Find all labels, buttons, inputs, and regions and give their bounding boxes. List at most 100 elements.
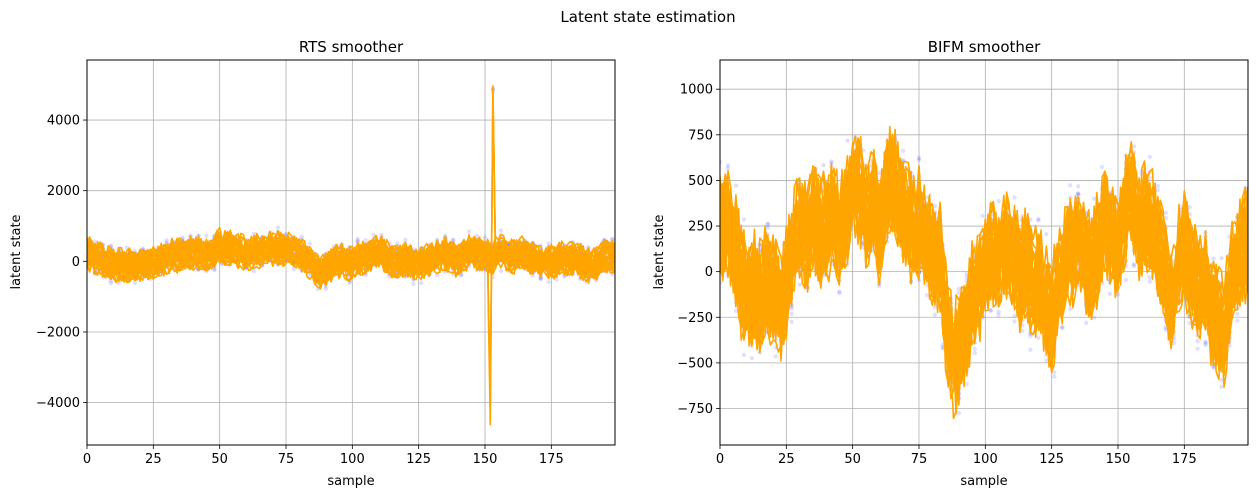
bifm-observation-point (1155, 183, 1160, 189)
rts-x-tick-label: 75 (278, 452, 295, 467)
bifm-observation-point (1131, 144, 1137, 149)
bifm-observation-point (1203, 340, 1208, 346)
bifm-observation-point (733, 183, 739, 188)
bifm-observation-point (1147, 279, 1153, 284)
bifm-observation-point (972, 243, 977, 248)
bifm-observation-point (1052, 370, 1057, 375)
bifm-observation-point (1020, 328, 1025, 334)
rts-observation-point (498, 228, 504, 233)
rts-observation-point (562, 274, 567, 279)
bifm-observation-point (1155, 188, 1160, 193)
bifm-observation-point (988, 308, 993, 313)
bifm-observation-point (749, 356, 755, 361)
bifm-y-tick-label: 1000 (680, 83, 713, 98)
bifm-observation-point (829, 159, 834, 164)
rts-observation-point (379, 232, 384, 238)
bifm-observation-point (1219, 384, 1224, 390)
rts-observation-point (212, 267, 217, 273)
rts-observation-point (610, 237, 615, 242)
rts-y-tick-label: 2000 (47, 184, 80, 199)
rts-plot-frame (86, 59, 616, 446)
bifm-observation-point (964, 381, 969, 387)
bifm-observation-point (1235, 318, 1240, 323)
bifm-observation-point (1020, 214, 1025, 219)
rts-observation-point (283, 231, 289, 237)
rts-observation-point (251, 269, 257, 274)
bifm-observation-point (1044, 358, 1049, 363)
bifm-observation-point (932, 203, 938, 209)
figure-suptitle: Latent state estimation (560, 8, 735, 26)
bifm-observation-point (1036, 216, 1041, 222)
rts-observation-point (546, 279, 551, 285)
bifm-observation-point (956, 290, 961, 296)
bifm-observation-point (956, 286, 961, 292)
bifm-observation-point (1107, 291, 1113, 297)
rts-observation-point (395, 241, 400, 246)
rts-observation-point (610, 236, 615, 242)
bifm-observation-point (837, 289, 842, 294)
rts-estimate-line (87, 245, 615, 283)
rts-observation-point (275, 225, 281, 230)
rts-observation-point (299, 234, 305, 239)
bifm-observation-point (789, 306, 794, 311)
rts-observation-point (108, 278, 114, 283)
bifm-observation-point (720, 280, 723, 285)
bifm-x-tick-label: 25 (778, 452, 795, 467)
rts-observation-point (355, 236, 360, 242)
bifm-y-tick-label: 250 (688, 220, 713, 235)
bifm-observation-point (837, 290, 842, 296)
rts-x-tick-label: 175 (539, 452, 564, 467)
rts-observation-point (323, 286, 328, 292)
rts-ticks: 0 25 50 75 100 125 150 175 −4000 −2000 0 2000 4000 (36, 114, 564, 467)
bifm-observation-point (1075, 191, 1081, 196)
rts-x-tick-label: 100 (340, 452, 365, 467)
rts-data-layer (87, 84, 615, 426)
bifm-x-tick-label: 50 (844, 452, 861, 467)
bifm-observation-point (1211, 256, 1216, 261)
rts-y-tick-label: 0 (72, 255, 80, 270)
rts-observation-point (411, 281, 416, 286)
rts-observation-point (530, 273, 535, 278)
bifm-observation-point (1012, 319, 1017, 324)
bifm-observation-point (1012, 313, 1017, 319)
bifm-observation-point (996, 309, 1001, 314)
bifm-observation-point (1123, 277, 1129, 283)
bifm-x-tick-label: 175 (1172, 452, 1197, 467)
bifm-observation-point (996, 198, 1001, 204)
bifm-observation-point (845, 138, 850, 143)
bifm-observation-point (1060, 325, 1065, 330)
rts-observation-point (450, 238, 456, 243)
bifm-observation-point (1068, 183, 1073, 188)
rts-smoother-panel: 0 25 50 75 100 125 150 175 −4000 −2000 0 2000 4000 R… (9, 38, 616, 489)
bifm-observation-point (1195, 346, 1200, 351)
bifm-observation-point (741, 352, 747, 358)
rts-observation-point (482, 235, 488, 240)
bifm-observation-point (1060, 325, 1065, 330)
bifm-observation-point (972, 346, 977, 352)
rts-y-tick-label: −4000 (36, 396, 80, 411)
bifm-observation-point (1091, 315, 1097, 320)
rts-y-tick-label: 4000 (47, 114, 80, 129)
bifm-observation-point (1075, 192, 1081, 197)
bifm-y-tick-label: 500 (688, 174, 713, 189)
bifm-observation-point (900, 148, 906, 153)
bifm-observation-point (733, 308, 739, 314)
rts-observation-point (498, 268, 504, 274)
bifm-observation-point (1028, 333, 1033, 339)
bifm-observation-point (932, 304, 938, 309)
bifm-observation-point (1195, 338, 1200, 344)
rts-observation-point (307, 241, 313, 246)
bifm-observation-point (1163, 215, 1168, 221)
rts-x-tick-label: 125 (406, 452, 431, 467)
bifm-observation-point (1012, 195, 1017, 200)
rts-observation-point (212, 266, 217, 272)
bifm-observation-point (1131, 262, 1137, 267)
rts-y-axis-label: latent state (9, 214, 24, 289)
rts-observation-point (554, 277, 559, 282)
bifm-x-tick-label: 75 (911, 452, 928, 467)
bifm-x-axis-label: sample (960, 474, 1007, 489)
bifm-observation-point (1203, 342, 1208, 348)
bifm-observation-point (932, 312, 938, 317)
bifm-observation-point (956, 411, 961, 416)
rts-observation-point (132, 248, 137, 254)
